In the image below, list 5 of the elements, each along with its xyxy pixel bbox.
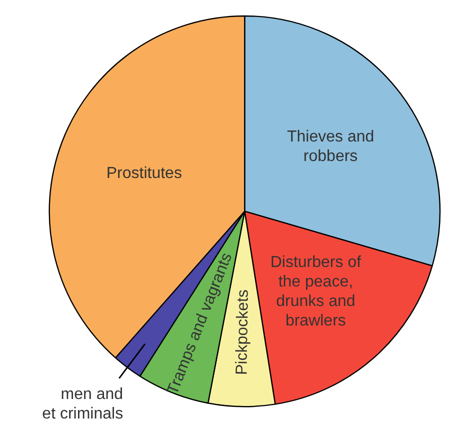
slice-label: Pickpockets bbox=[234, 289, 252, 376]
slice-label: Disturbers of the peace, drunks and brawlers bbox=[270, 254, 362, 330]
slice-label: men and et criminals bbox=[42, 386, 124, 423]
slice-label: Prostitutes bbox=[106, 164, 182, 182]
slice-label: Thieves and robbers bbox=[286, 128, 374, 166]
